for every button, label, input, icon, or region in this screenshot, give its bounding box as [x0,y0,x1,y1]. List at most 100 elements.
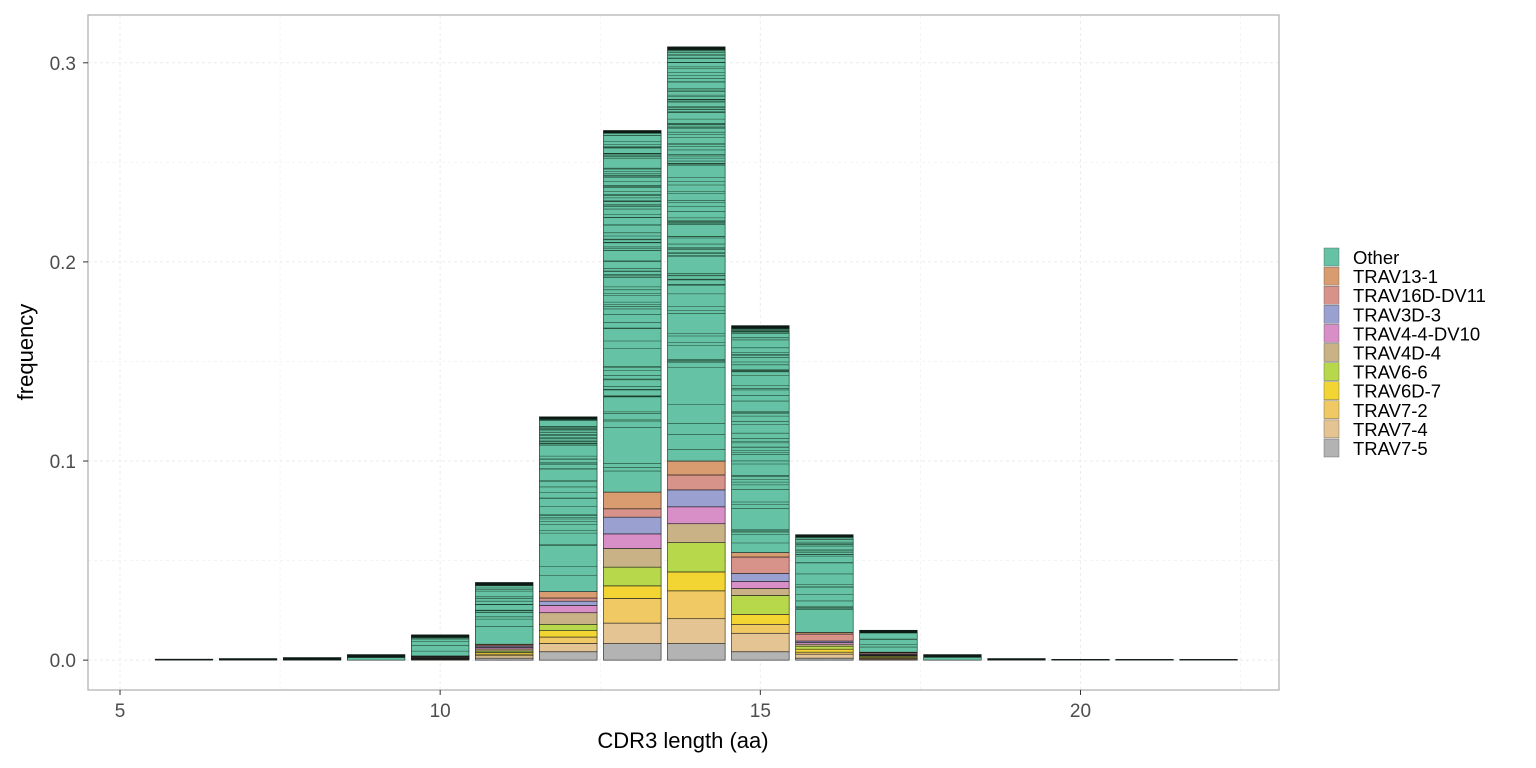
other-top-cap [539,416,598,420]
bar-segment-trav4d-4 [667,523,726,543]
x-tick-label: 10 [430,701,451,722]
bar-segment-trav7-2 [539,636,598,644]
legend-key-trav7-2 [1323,400,1340,419]
other-top-cap [283,657,341,661]
legend-label-trav7-2: TRAV7-2 [1353,400,1428,421]
bar-segment-trav6d-7 [731,614,790,625]
other-segment-lines [347,654,405,658]
bar-segment-trav4d-4 [603,548,662,568]
y-axis-title: frequency [13,304,38,401]
legend-label-trav13-1: TRAV13-1 [1353,266,1438,287]
plot-panel-border [87,14,1280,691]
bar-segment-trav13-1 [603,491,662,510]
legend-label-trav6d-7: TRAV6D-7 [1353,381,1441,402]
bar-segment-trav16d-dv11 [539,597,598,602]
x-tick-label: 15 [750,701,771,722]
other-top-cap [347,654,405,658]
bar-segment-other [667,46,726,462]
legend-key-other [1323,247,1340,267]
other-segment-lines [283,657,341,661]
x-tick-label: 20 [1070,701,1091,722]
bar-segment-trav4d-4 [731,588,790,596]
y-tick-label: 0.2 [50,253,76,274]
bar-segment-trav6d-7 [795,648,854,653]
other-segment-lines [1115,659,1174,661]
other-segment-lines [923,654,982,658]
bar-segment-trav7-4 [795,653,854,659]
legend-key-trav7-5 [1323,438,1340,458]
x-axis: 5 10 15 20 [115,690,1091,722]
legend-key-trav13-1 [1323,266,1340,286]
bar-segment-trav7-4 [603,622,662,644]
legend-key-trav7-4 [1323,419,1340,439]
bar-segment-trav4-4-dv10 [603,533,662,549]
other-top-cap [667,46,726,50]
bar-segment-trav7-4 [475,655,534,659]
legend-key-trav6d-7 [1323,381,1340,400]
bar-segment-trav13-1 [667,460,726,476]
x-tick-label: 5 [115,701,126,722]
bar-segment-trav3d-3 [731,573,790,582]
bar-segment-trav7-5 [603,643,662,661]
legend-key-trav3d-3 [1323,305,1340,324]
bar-segment-trav16d-dv11 [603,508,662,518]
bar-segment-trav7-4 [667,618,726,644]
other-top-cap [1115,659,1174,661]
bar-segment-trav4-4-dv10 [667,506,726,525]
bar-segment-trav16d-dv11 [731,556,790,574]
other-top-cap [411,634,469,638]
legend-label-trav6-6: TRAV6-6 [1353,362,1428,383]
bar-segment-trav7-2 [667,590,726,620]
other-top-cap [795,534,854,538]
bar-segment-other [859,629,918,653]
bar-segment-trav6d-7 [603,585,662,599]
y-tick-label: 0.3 [50,54,76,75]
bar-segment-trav7-4 [731,632,790,653]
legend: OtherTRAV13-1TRAV16D-DV11TRAV3D-3TRAV4-4… [1323,247,1486,459]
bar-segment-trav6-6 [603,566,662,587]
other-top-cap [475,582,534,586]
other-top-cap [859,630,918,634]
bar-segment-trav13-1 [539,591,598,599]
other-segment-lines [731,325,790,544]
bar-segment-trav7-4 [539,643,598,653]
other-segment-lines [603,130,662,472]
other-top-cap [603,130,662,134]
bar-segment-other [731,325,790,553]
legend-label-trav3d-3: TRAV3D-3 [1353,304,1441,325]
y-tick-label: 0.0 [50,651,76,672]
other-segment-lines [859,630,918,648]
other-top-cap [923,654,982,658]
bar-segment-trav6d-7 [667,571,726,592]
bar-segment-trav6-6 [731,595,790,615]
other-segment-lines [411,634,469,652]
bar-segment-trav3d-3 [603,516,662,535]
legend-key-trav16d-dv11 [1323,286,1340,305]
other-segment-lines [219,658,277,661]
legend-key-trav6-6 [1323,362,1340,381]
y-axis: 0.0 0.1 0.2 0.3 [50,54,88,672]
bar-segment-trav7-2 [603,598,662,624]
other-segment-lines [1051,659,1110,661]
bar-segment-trav3d-3 [539,600,598,606]
stacked-bars [154,46,1238,661]
other-segment-lines [155,659,213,661]
bar-segment-other [603,130,662,493]
bar-segment-trav7-5 [539,651,598,661]
other-top-cap [155,659,213,661]
legend-key-trav4-4-dv10 [1323,324,1340,343]
other-top-cap [219,658,277,661]
bar-segment-trav6-6 [795,645,854,650]
other-top-cap [987,658,1046,661]
bar-segment-trav13-1 [731,552,790,558]
other-top-cap [1051,659,1110,661]
bar-segment-trav7-5 [731,651,790,661]
bar-segment-trav3d-3 [667,489,726,508]
bar-segment-trav6-6 [539,623,598,631]
bar-segment-trav4d-4 [539,612,598,625]
bar-segment-trav7-2 [731,623,790,634]
bar-segment-trav4-4-dv10 [731,581,790,589]
bar-segment-other [539,416,598,592]
other-segment-lines [667,46,726,450]
